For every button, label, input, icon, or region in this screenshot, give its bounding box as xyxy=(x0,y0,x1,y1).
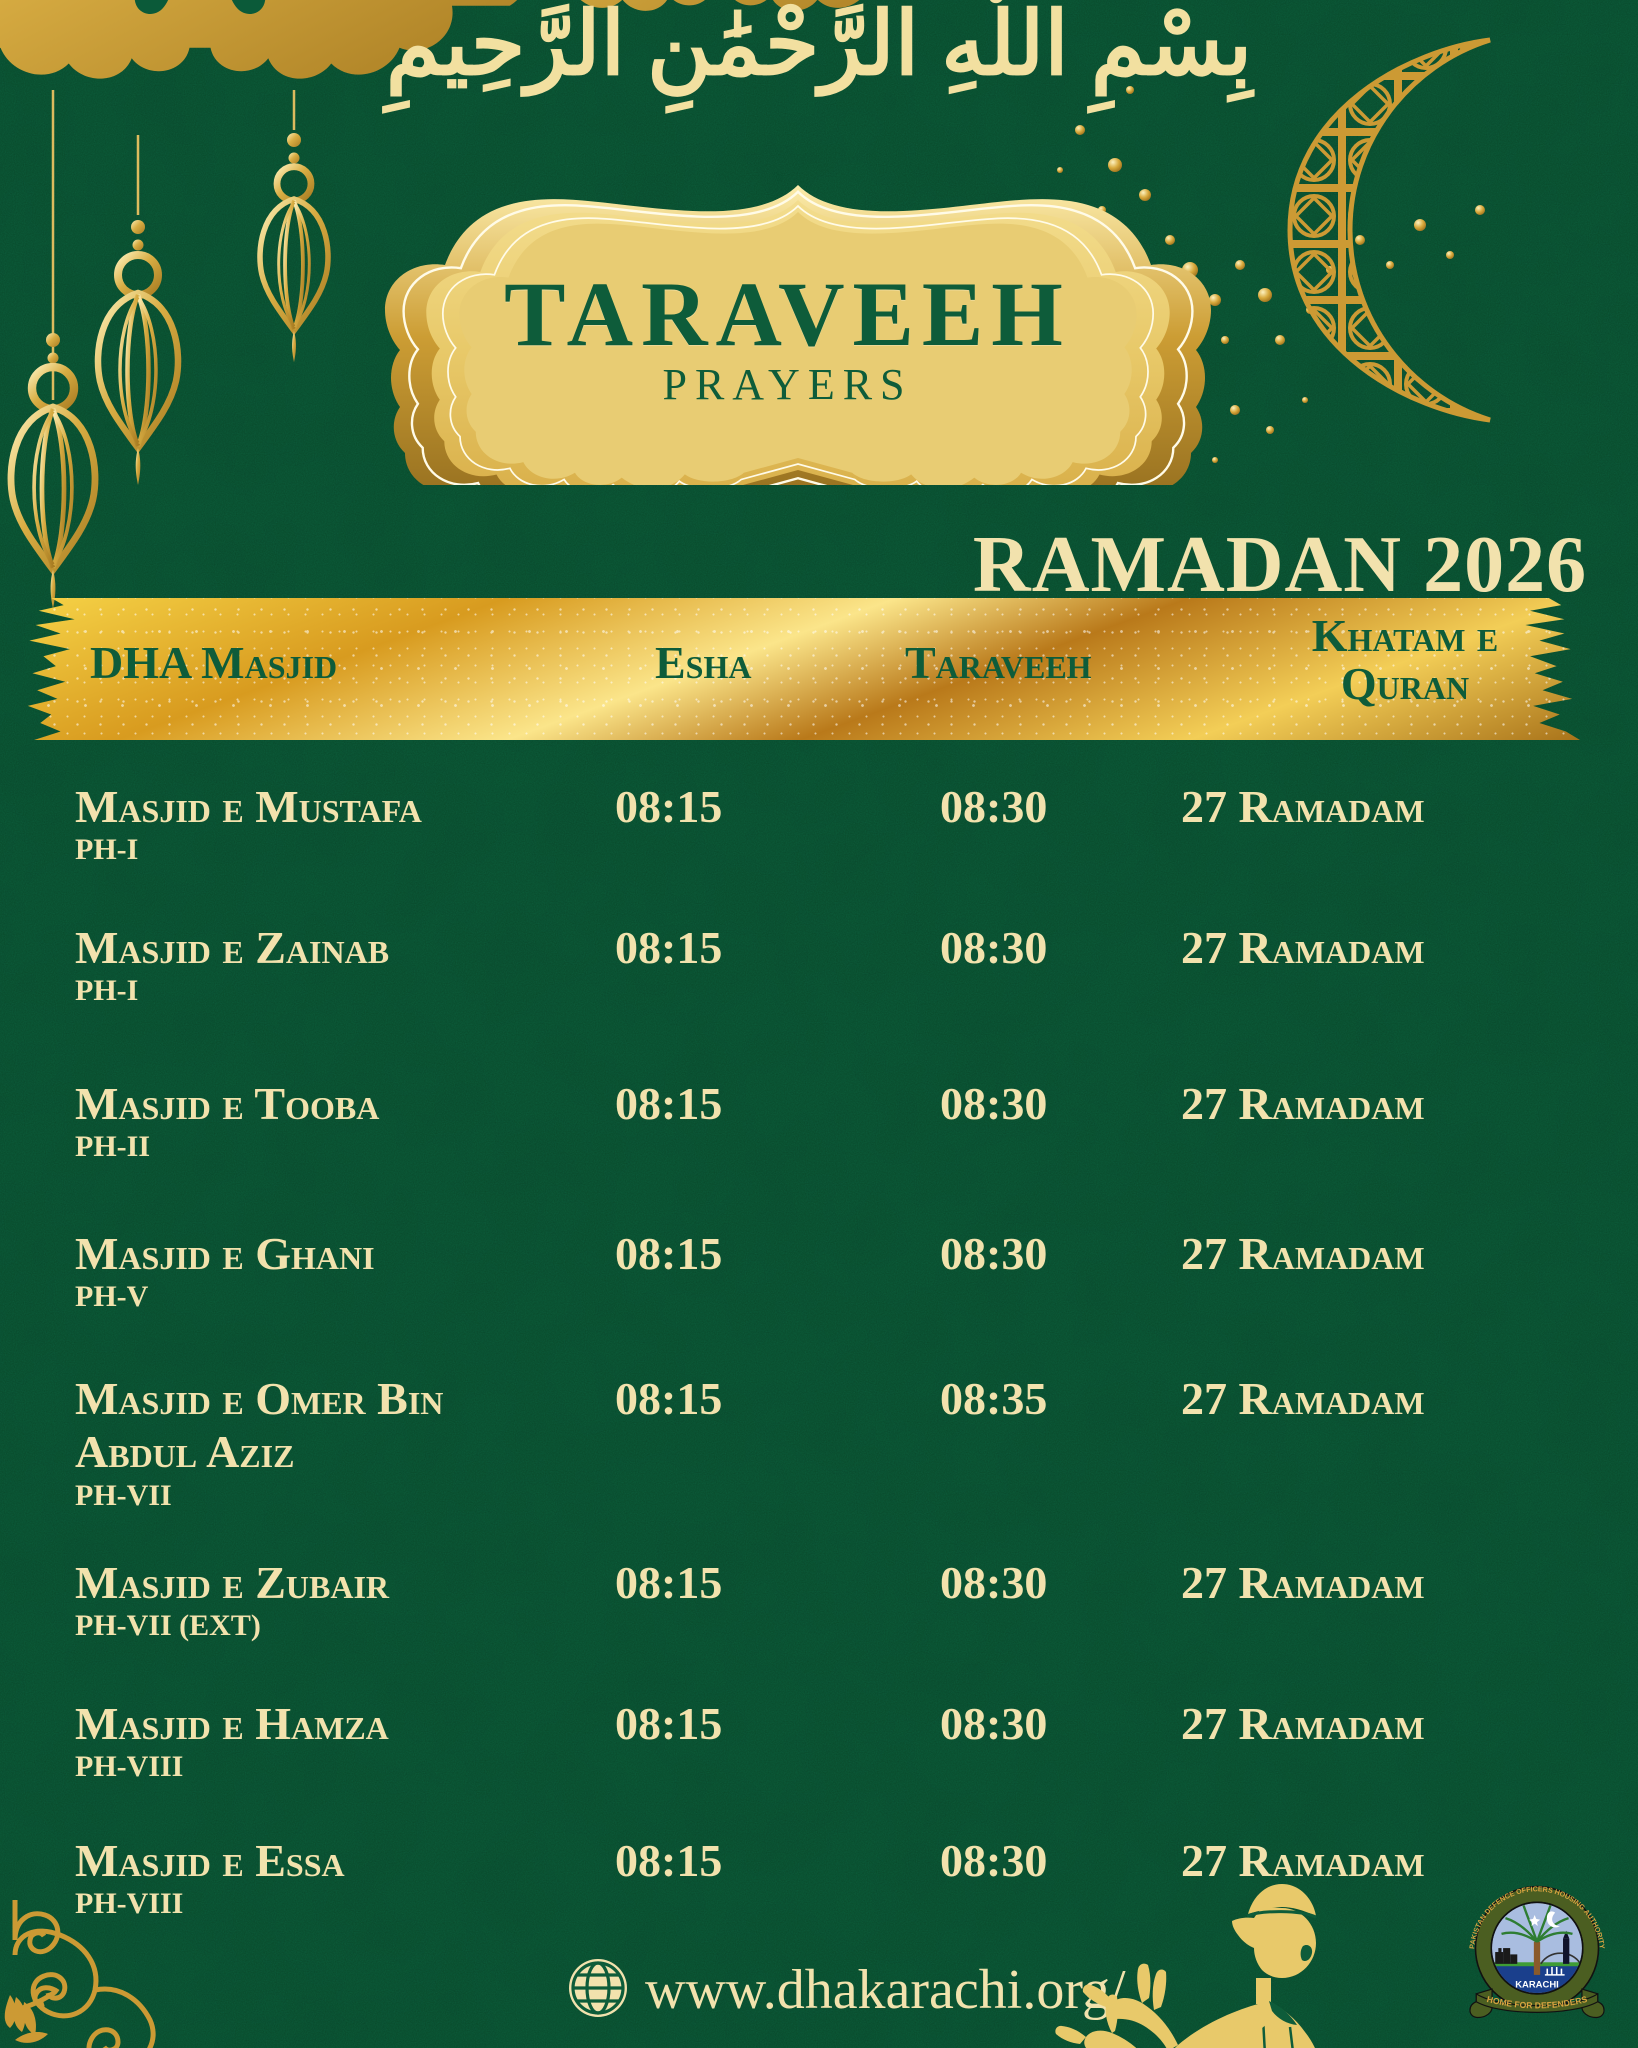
svg-text:KARACHI: KARACHI xyxy=(1515,1980,1559,1991)
